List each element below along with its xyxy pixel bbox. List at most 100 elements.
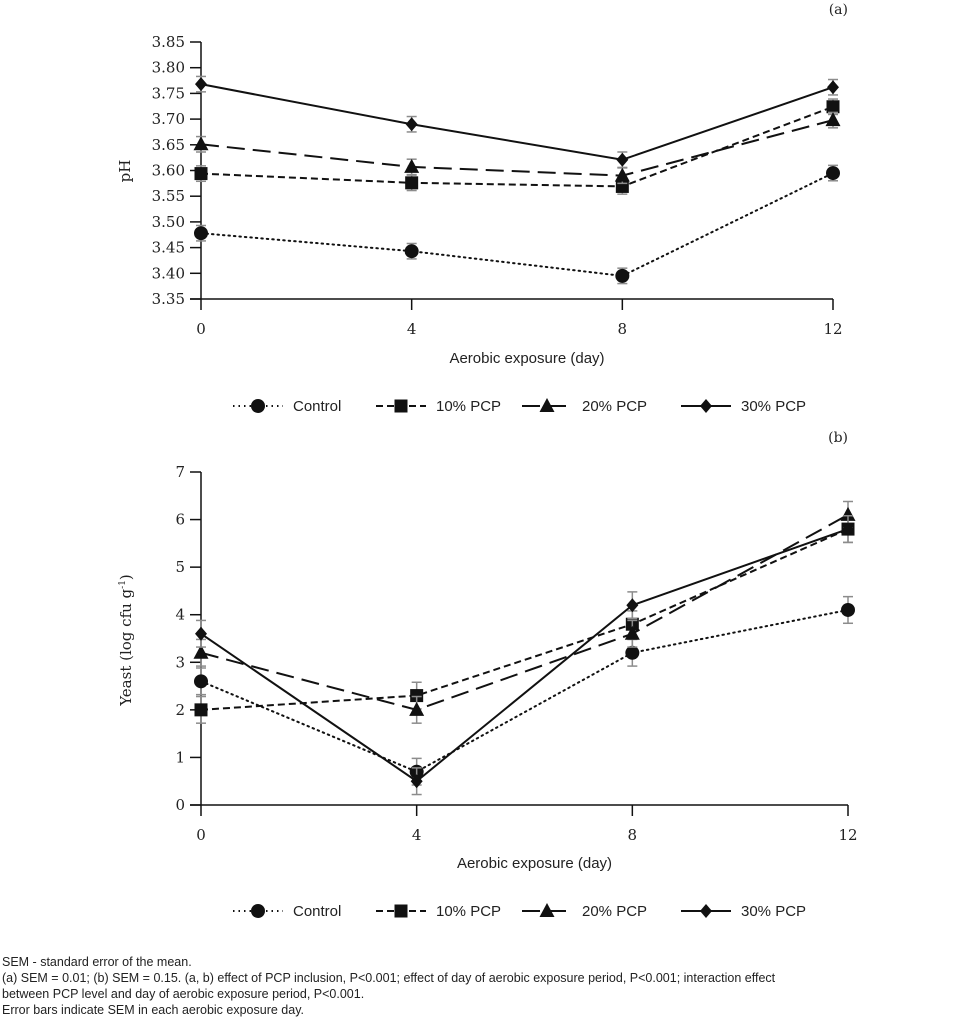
series-30-pcp (195, 75, 839, 169)
y-tick-label: 6 (175, 511, 185, 529)
legend-marker (394, 904, 408, 918)
data-point (195, 77, 207, 92)
series-line (200, 608, 849, 773)
series-line (200, 172, 834, 277)
y-axis-label-superscript: -1 (118, 580, 128, 589)
data-point (826, 100, 840, 114)
data-point (826, 166, 840, 181)
chart-panel-a: (a) 3.35 3.40 3.45 3.50 3.55 3.60 3.65 3.70 3.75 3… (116, 2, 848, 415)
legend-label: 30% PCP (741, 398, 806, 415)
y-tick-label: 3.35 (152, 290, 185, 308)
figure: (a) 3.35 3.40 3.45 3.50 3.55 3.60 3.65 3.70 3.75 3… (116, 2, 858, 920)
series-control (194, 164, 840, 285)
y-tick-label: 3.60 (152, 162, 185, 180)
series-20-pcp (193, 111, 841, 185)
x-tick-label: 8 (618, 320, 628, 338)
series-line (200, 119, 834, 177)
legend-marker (251, 399, 265, 413)
y-tick-label: 1 (175, 748, 185, 766)
x-tick-label: 0 (196, 320, 206, 338)
x-tick-label: 4 (412, 826, 422, 844)
legend-marker (394, 399, 408, 413)
data-point (193, 644, 209, 659)
legend-item-control: Control (233, 903, 341, 920)
x-axis-label: Aerobic exposure (day) (449, 350, 604, 367)
x-tick-label: 0 (196, 826, 206, 844)
y-tick-label: 3 (175, 653, 185, 671)
y-tick-label: 3.85 (152, 33, 185, 51)
y-tick-label: 3.80 (152, 59, 185, 77)
data-point (195, 626, 207, 641)
y-tick-label: 7 (175, 463, 185, 481)
note-error-bars: Error bars indicate SEM in each aerobic … (2, 1003, 305, 1017)
figure-notes: SEM - standard error of the mean. (a) SE… (2, 954, 977, 1018)
legend: Control 10% PCP 20% PCP 30% PCP (233, 398, 806, 415)
legend-item-30-pcp: 30% PCP (681, 398, 806, 415)
legend-label: Control (293, 903, 341, 920)
data-point (409, 701, 425, 716)
data-point (827, 80, 839, 95)
series-line (200, 513, 849, 711)
legend-label: 10% PCP (436, 903, 501, 920)
series-30-pcp (195, 515, 854, 796)
x-tick-label: 8 (628, 826, 638, 844)
panel-label: (a) (829, 2, 848, 18)
data-point (614, 167, 630, 182)
y-tick-label: 0 (175, 796, 185, 814)
data-point (410, 774, 423, 789)
data-point (194, 226, 208, 241)
series-line (200, 83, 834, 161)
series-20-pcp (193, 500, 856, 724)
x-tick-label: 12 (823, 320, 842, 338)
y-tick-label: 3.55 (152, 187, 185, 205)
legend-item-30-pcp: 30% PCP (681, 903, 806, 920)
legend-label: Control (293, 398, 341, 415)
series-line (200, 528, 849, 783)
data-point (624, 625, 640, 640)
data-point (193, 136, 209, 151)
data-point (840, 506, 856, 521)
data-point (626, 598, 639, 613)
series-control (194, 595, 855, 786)
series-line (200, 105, 834, 188)
y-tick-label: 3.70 (152, 110, 185, 128)
series-line (200, 528, 849, 711)
legend-item-10-pcp: 10% PCP (376, 398, 501, 415)
y-axis-label: Yeast (log cfu g-1) (117, 574, 135, 707)
legend-marker (700, 904, 712, 918)
legend-item-control: Control (233, 398, 341, 415)
y-tick-label: 4 (175, 606, 185, 624)
y-tick-label: 2 (175, 701, 185, 719)
y-tick-label: 3.40 (152, 264, 185, 282)
legend-item-20-pcp: 20% PCP (522, 903, 647, 920)
data-point (404, 244, 419, 259)
note-sem-values: (a) SEM = 0.01; (b) SEM = 0.15. (a, b) e… (2, 971, 776, 985)
legend-item-20-pcp: 20% PCP (522, 398, 647, 415)
data-point (410, 689, 424, 703)
data-point (615, 268, 630, 283)
y-axis-label-end: ) (117, 574, 135, 580)
data-point (405, 176, 419, 190)
legend-marker (539, 398, 555, 412)
legend-label: 20% PCP (582, 903, 647, 920)
y-tick-label: 3.75 (152, 84, 185, 102)
legend: Control 10% PCP 20% PCP 30% PCP (233, 903, 806, 920)
note-interaction: between PCP level and day of aerobic exp… (2, 987, 365, 1001)
legend-marker (251, 904, 265, 918)
panel-label: (b) (828, 430, 848, 446)
data-point (842, 522, 854, 537)
data-point (194, 703, 208, 717)
data-point (404, 158, 420, 173)
data-point (841, 602, 855, 617)
note-sem-definition: SEM - standard error of the mean. (2, 955, 192, 969)
data-point (194, 674, 208, 689)
series-10-pcp (194, 98, 840, 195)
data-point (625, 645, 640, 660)
y-axis-label: pH (116, 160, 134, 183)
data-point (616, 152, 629, 167)
legend-marker (700, 399, 712, 413)
y-tick-label: 3.65 (152, 136, 185, 154)
data-point (405, 117, 418, 132)
y-tick-label: 3.50 (152, 213, 185, 231)
